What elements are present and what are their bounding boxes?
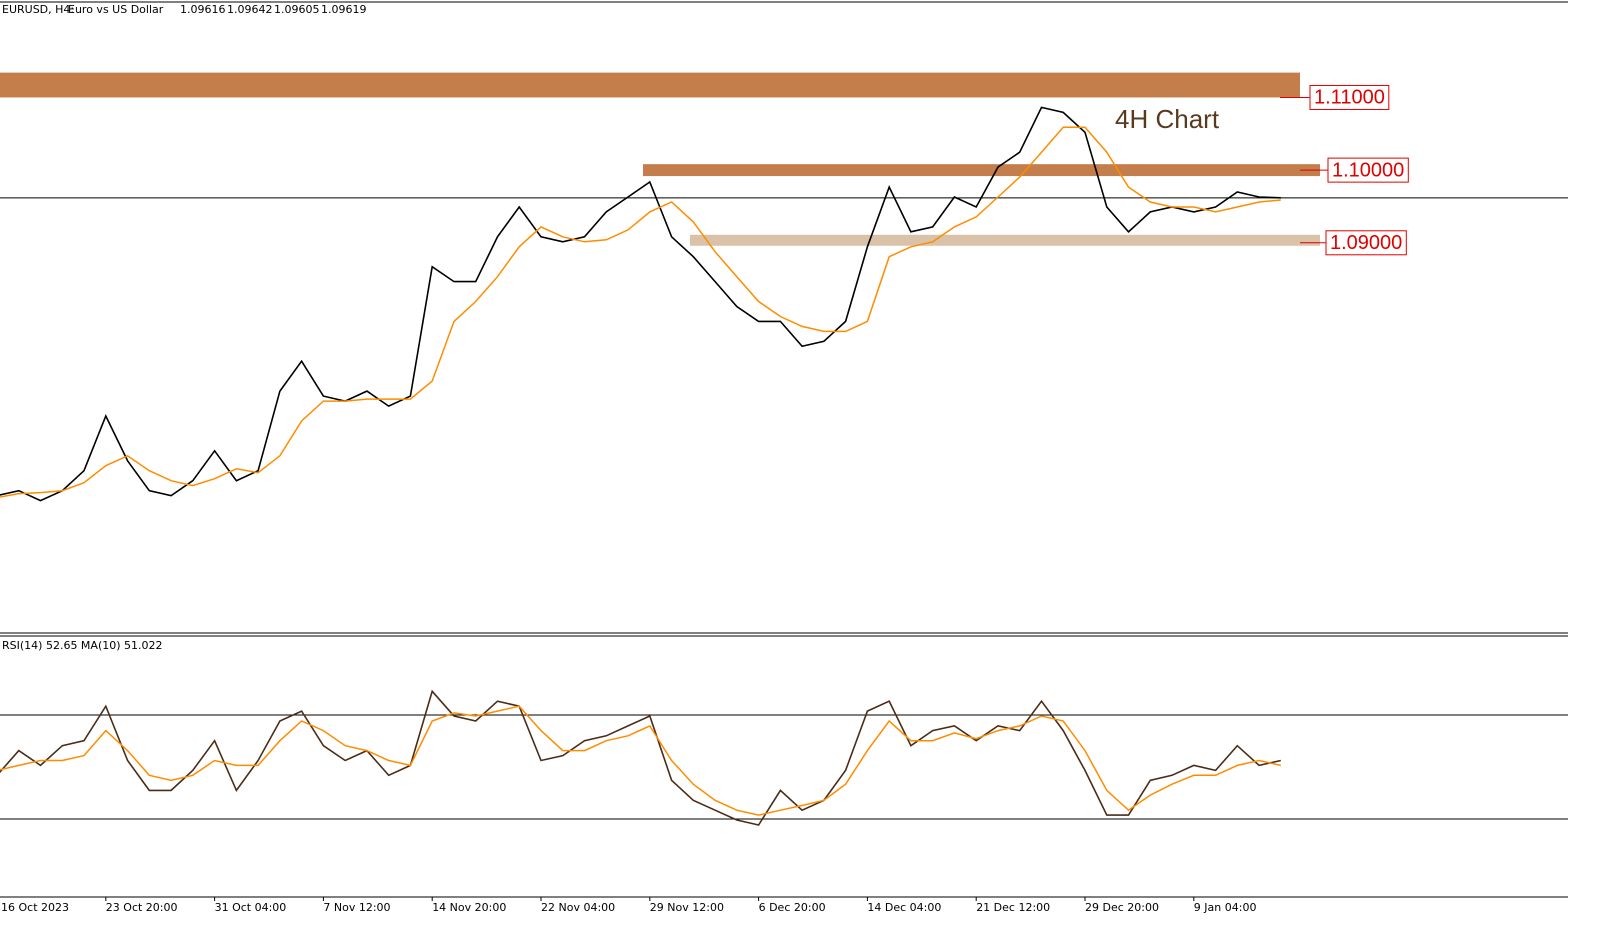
level-label: 1.11000 [1314, 87, 1385, 109]
low: 1.09605 [274, 3, 320, 16]
annotation: 4H Chart [1115, 104, 1220, 134]
series-line [0, 689, 1281, 826]
x-tick-label: 31 Oct 04:00 [215, 901, 287, 914]
x-tick-label: 9 Jan 04:00 [1194, 901, 1257, 914]
zone [0, 72, 1300, 98]
header: EURUSD, H4: Euro vs US Dollar 1.09616 1.… [2, 3, 367, 16]
open: 1.09616 [180, 3, 226, 16]
zone [690, 234, 1320, 246]
x-tick-label: 29 Dec 20:00 [1085, 901, 1159, 914]
x-tick-label: 22 Nov 04:00 [541, 901, 615, 914]
x-tick-label: 14 Nov 20:00 [432, 901, 506, 914]
zone [643, 164, 1320, 177]
description: Euro vs US Dollar [68, 3, 164, 16]
series-line [0, 705, 1281, 816]
level-box [1325, 230, 1407, 256]
x-tick-label: 21 Dec 12:00 [976, 901, 1050, 914]
x-tick-label: 7 Nov 12:00 [323, 901, 390, 914]
high: 1.09642 [227, 3, 273, 16]
x-tick-label: 6 Dec 20:00 [759, 901, 826, 914]
level-label: 1.09000 [1330, 232, 1402, 254]
close: 1.09619 [321, 3, 367, 16]
series-line [0, 106, 1281, 502]
x-tick-label: 23 Oct 20:00 [106, 901, 178, 914]
level-box [1309, 84, 1390, 110]
x-tick-label: 29 Nov 12:00 [650, 901, 724, 914]
level-box [1327, 157, 1409, 183]
x-tick-label: 16 Oct 2023 [1, 901, 69, 914]
level-label: 1.10000 [1332, 159, 1404, 181]
rsi-title: RSI(14) 52.65 MA(10) 51.022 [2, 639, 163, 652]
series-line [0, 126, 1281, 498]
x-tick-label: 14 Dec 04:00 [867, 901, 941, 914]
symbol: EURUSD, H4: [2, 3, 74, 16]
